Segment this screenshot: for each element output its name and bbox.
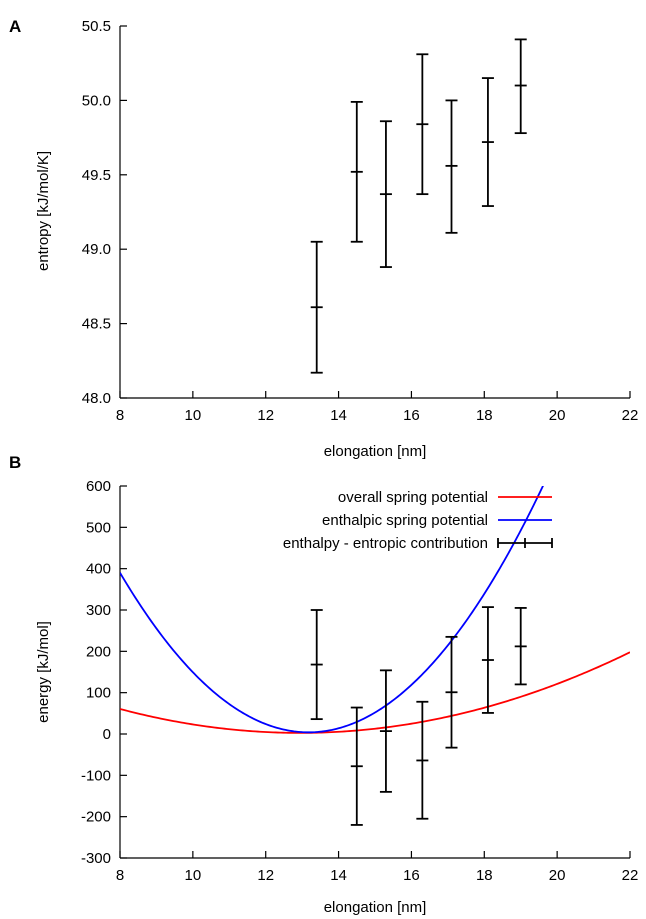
x-tick-label: 22 — [622, 407, 639, 424]
y-tick-label: 100 — [86, 685, 111, 702]
panel-b-x-axis-label: elongation [nm] — [324, 899, 427, 916]
panel-a-letter: A — [9, 17, 21, 36]
series-line-0 — [120, 651, 630, 734]
error-bar-point — [310, 240, 323, 374]
legend-label: overall spring potential — [338, 489, 488, 506]
error-bar-point — [481, 77, 494, 207]
panel-b-letter: B — [9, 453, 21, 472]
y-tick-label: -100 — [81, 767, 111, 784]
y-tick-label: 50.0 — [82, 92, 111, 109]
x-tick-label: 20 — [549, 867, 566, 884]
x-tick-label: 10 — [185, 867, 202, 884]
legend-label: enthalpy - entropic contribution — [283, 535, 488, 552]
x-tick-label: 12 — [257, 867, 274, 884]
y-tick-label: 500 — [86, 519, 111, 536]
panel-b-y-axis-label: energy [kJ/mol] — [35, 621, 52, 723]
y-tick-label: 400 — [86, 561, 111, 578]
x-tick-label: 10 — [185, 407, 202, 424]
x-tick-label: 14 — [330, 867, 347, 884]
legend: overall spring potential enthalpic spring… — [283, 489, 553, 552]
y-tick-label: 300 — [86, 602, 111, 619]
error-bar-point — [445, 99, 458, 234]
y-tick-label: 200 — [86, 643, 111, 660]
panel-b-plot-area: 8 10 12 14 16 18 20 22 -300 -200 -100 0 100 200 300 400… — [81, 478, 638, 884]
error-bar-point — [445, 635, 458, 749]
x-tick-label: 22 — [622, 867, 639, 884]
y-tick-label: 48.5 — [82, 316, 111, 333]
error-bar-point — [379, 120, 392, 268]
panel-a: A 8 10 12 14 16 18 20 22 48.0 48.5 49.0 49.5 50.0 50.… — [9, 17, 638, 460]
x-tick-label: 18 — [476, 407, 493, 424]
y-tick-label: 50.5 — [82, 18, 111, 35]
y-tick-label: 49.0 — [82, 241, 111, 258]
x-tick-label: 18 — [476, 867, 493, 884]
error-bar-point — [416, 53, 429, 196]
error-bar-point — [416, 700, 429, 820]
y-tick-label: -300 — [81, 850, 111, 867]
x-tick-label: 20 — [549, 407, 566, 424]
x-tick-label: 8 — [116, 867, 124, 884]
x-tick-label: 16 — [403, 867, 420, 884]
x-tick-label: 16 — [403, 407, 420, 424]
error-bar-point — [379, 669, 392, 793]
error-bar-point — [514, 38, 527, 135]
x-tick-label: 14 — [330, 407, 347, 424]
error-bar-point — [514, 607, 527, 686]
legend-label: enthalpic spring potential — [322, 512, 488, 529]
panel-a-plot-area: 8 10 12 14 16 18 20 22 48.0 48.5 49.0 49.5 50.0 50.5 — [82, 18, 639, 424]
error-bar-point — [350, 706, 363, 826]
y-tick-label: -200 — [81, 809, 111, 826]
panel-a-y-axis-label: entropy [kJ/mol/K] — [35, 151, 52, 271]
panel-b: B 8 10 12 14 16 18 20 22 -300 -200 -100 0 100 200 300 4… — [9, 453, 638, 916]
y-tick-label: 0 — [103, 726, 111, 743]
x-tick-label: 8 — [116, 407, 124, 424]
panel-a-x-axis-label: elongation [nm] — [324, 443, 427, 460]
y-tick-label: 49.5 — [82, 167, 111, 184]
y-tick-label: 48.0 — [82, 390, 111, 407]
error-bar-point — [481, 606, 494, 714]
error-bar-point — [350, 100, 363, 243]
series-line-1 — [120, 486, 544, 734]
x-tick-label: 12 — [257, 407, 274, 424]
error-bar-point — [310, 609, 323, 721]
y-tick-label: 600 — [86, 478, 111, 495]
